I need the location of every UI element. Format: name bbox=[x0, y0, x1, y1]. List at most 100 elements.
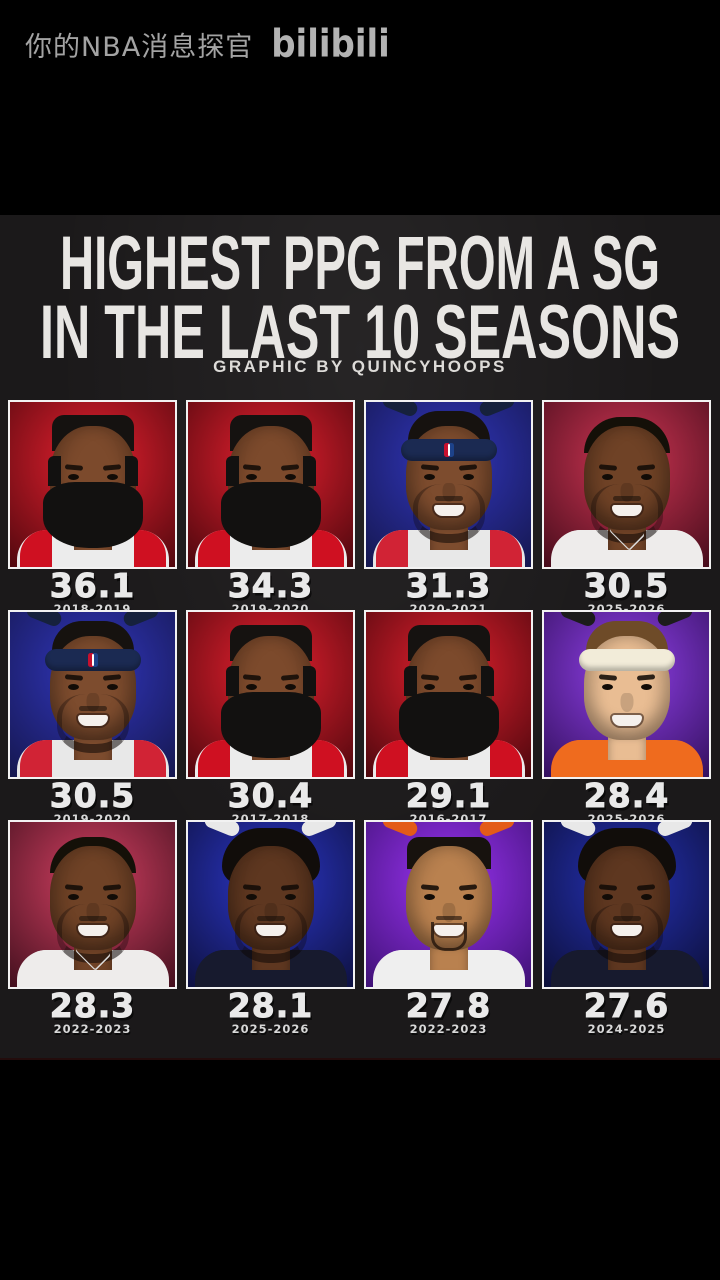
jersey bbox=[194, 740, 347, 777]
eye bbox=[462, 684, 474, 690]
eyebrow bbox=[242, 464, 261, 471]
ppg-value: 30.4 bbox=[227, 776, 314, 815]
eyebrow bbox=[420, 884, 439, 891]
jersey bbox=[16, 530, 169, 567]
eyebrow bbox=[64, 674, 83, 681]
ppg-value: 27.8 bbox=[405, 986, 492, 1025]
eye bbox=[640, 684, 652, 690]
bilibili-logo: bilibili bbox=[271, 21, 390, 67]
ppg-value: 28.3 bbox=[49, 986, 136, 1025]
player-cell: 29.1 2016-2017 bbox=[364, 610, 533, 826]
player-photo-card bbox=[542, 400, 711, 569]
eye bbox=[67, 684, 79, 690]
eyebrow bbox=[598, 884, 617, 891]
mouth bbox=[611, 505, 642, 516]
eyebrow bbox=[636, 884, 655, 891]
face bbox=[220, 426, 321, 548]
eye bbox=[640, 474, 652, 480]
player-photo-card bbox=[364, 610, 533, 779]
player-portrait bbox=[544, 612, 709, 777]
jersey-strap bbox=[558, 612, 598, 629]
player-portrait bbox=[188, 612, 353, 777]
player-portrait bbox=[188, 402, 353, 567]
player-cell: 28.3 2022-2023 bbox=[8, 820, 177, 1036]
nose bbox=[264, 903, 277, 922]
eye bbox=[423, 684, 435, 690]
face bbox=[578, 636, 675, 740]
face bbox=[49, 846, 136, 963]
channel-name: 你的NBA消息探官 bbox=[25, 31, 254, 63]
player-cell: 28.1 2025-2026 bbox=[186, 820, 355, 1036]
player-photo-card bbox=[186, 820, 355, 989]
beard bbox=[398, 666, 499, 758]
eye bbox=[106, 894, 118, 900]
player-portrait bbox=[10, 822, 175, 987]
nose bbox=[620, 903, 633, 922]
eye bbox=[462, 474, 474, 480]
watermark: 你的NBA消息探官 bilibili bbox=[25, 21, 390, 67]
jersey-strap bbox=[655, 612, 695, 629]
face bbox=[583, 426, 670, 543]
eye bbox=[106, 474, 118, 480]
eyebrow bbox=[420, 464, 439, 471]
nose bbox=[620, 483, 633, 502]
beard bbox=[220, 666, 321, 758]
headband bbox=[44, 649, 141, 671]
mouth bbox=[255, 925, 286, 936]
jersey-strap bbox=[24, 612, 64, 629]
face bbox=[405, 846, 492, 951]
jersey-strap bbox=[121, 612, 161, 629]
face bbox=[398, 636, 499, 758]
player-portrait bbox=[544, 822, 709, 987]
season-label: 2022-2023 bbox=[53, 1022, 132, 1036]
nose bbox=[620, 693, 633, 712]
player-grid: 36.1 2018-2019 bbox=[8, 400, 711, 1036]
eye bbox=[601, 684, 613, 690]
eyebrow bbox=[102, 884, 121, 891]
poster-subtitle: GRAPHIC BY QUINCYHOOPS bbox=[213, 357, 507, 376]
eye bbox=[423, 894, 435, 900]
player-portrait bbox=[544, 402, 709, 567]
eyebrow bbox=[636, 674, 655, 681]
player-photo-card bbox=[8, 820, 177, 989]
face bbox=[44, 636, 141, 753]
mouth bbox=[433, 505, 464, 516]
beard bbox=[56, 904, 129, 963]
eyebrow bbox=[636, 464, 655, 471]
player-cell: 27.6 2024-2025 bbox=[542, 820, 711, 1036]
eyebrow bbox=[64, 884, 83, 891]
jersey-strap bbox=[380, 822, 420, 839]
eye bbox=[284, 474, 296, 480]
player-photo-card bbox=[542, 610, 711, 779]
eyebrow bbox=[458, 674, 477, 681]
face bbox=[400, 426, 497, 543]
ppg-value: 30.5 bbox=[49, 776, 136, 815]
nose bbox=[86, 693, 99, 712]
jersey-strap bbox=[477, 822, 517, 839]
face bbox=[42, 426, 143, 548]
eyebrow bbox=[598, 464, 617, 471]
player-portrait bbox=[10, 612, 175, 777]
eye bbox=[245, 474, 257, 480]
ppg-value: 31.3 bbox=[405, 566, 492, 605]
face bbox=[583, 846, 670, 963]
beard bbox=[234, 904, 307, 963]
jersey bbox=[194, 530, 347, 567]
nose bbox=[442, 903, 455, 922]
eyebrow bbox=[102, 674, 121, 681]
player-cell: 30.5 2025-2026 bbox=[542, 400, 711, 616]
player-photo-card bbox=[364, 820, 533, 989]
player-cell: 28.4 2025-2026 bbox=[542, 610, 711, 826]
player-portrait bbox=[188, 822, 353, 987]
eyebrow bbox=[458, 884, 477, 891]
eyebrow bbox=[458, 464, 477, 471]
eyebrow bbox=[64, 464, 83, 471]
beard bbox=[430, 922, 467, 951]
eye bbox=[601, 894, 613, 900]
mouth bbox=[433, 925, 464, 936]
nose bbox=[442, 483, 455, 502]
eye bbox=[245, 894, 257, 900]
eyebrow bbox=[102, 464, 121, 471]
beard bbox=[590, 904, 663, 963]
player-cell: 36.1 2018-2019 bbox=[8, 400, 177, 616]
